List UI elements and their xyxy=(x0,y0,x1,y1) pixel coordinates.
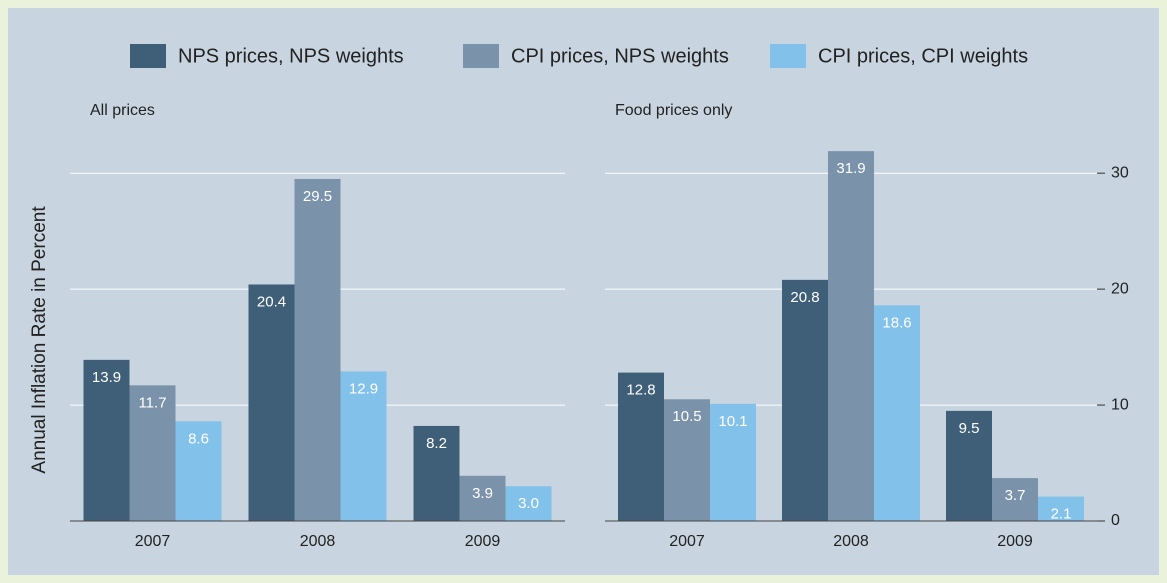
value-label: 3.9 xyxy=(472,485,493,502)
chart-title: All prices xyxy=(90,102,155,119)
value-label: 18.6 xyxy=(882,314,911,331)
legend-label: CPI prices, CPI weights xyxy=(818,45,1028,67)
bar xyxy=(340,371,387,521)
bar xyxy=(828,151,874,522)
legend-swatch xyxy=(463,44,499,68)
x-tick-label: 2008 xyxy=(300,533,336,550)
bar xyxy=(782,279,828,521)
bar xyxy=(294,178,341,521)
bar xyxy=(505,486,552,521)
bar xyxy=(664,399,710,521)
bar xyxy=(618,372,664,521)
x-tick-label: 2008 xyxy=(833,533,869,550)
bar xyxy=(129,385,176,521)
y-tick-label: 10 xyxy=(1111,396,1129,413)
bar xyxy=(710,403,756,521)
chart-title: Food prices only xyxy=(615,102,732,119)
bar xyxy=(946,410,992,521)
value-label: 12.9 xyxy=(349,380,378,397)
value-label: 8.6 xyxy=(188,430,209,447)
x-tick-label: 2009 xyxy=(997,533,1033,550)
bar xyxy=(175,421,222,521)
x-tick-label: 2007 xyxy=(669,533,705,550)
value-label: 10.5 xyxy=(672,408,701,425)
bar xyxy=(992,478,1038,521)
x-tick-label: 2007 xyxy=(135,533,171,550)
legend-swatch xyxy=(130,44,166,68)
bar xyxy=(248,284,295,521)
bar xyxy=(413,425,460,521)
value-label: 3.7 xyxy=(1005,487,1026,504)
value-label: 13.9 xyxy=(92,369,121,386)
value-label: 11.7 xyxy=(138,394,166,411)
value-label: 9.5 xyxy=(959,420,980,437)
value-label: 20.4 xyxy=(257,293,286,310)
y-tick-label: 30 xyxy=(1111,164,1129,181)
value-label: 31.9 xyxy=(836,160,865,177)
legend-label: NPS prices, NPS weights xyxy=(178,45,404,67)
legend-label: CPI prices, NPS weights xyxy=(511,45,729,67)
legend-swatch xyxy=(770,44,806,68)
value-label: 8.2 xyxy=(426,435,447,452)
x-tick-label: 2009 xyxy=(465,533,501,550)
value-label: 29.5 xyxy=(303,188,332,205)
y-tick-label: 0 xyxy=(1111,512,1120,529)
bar xyxy=(83,359,130,521)
value-label: 10.1 xyxy=(718,413,747,430)
bar xyxy=(874,305,920,521)
y-axis-label: Annual Inflation Rate in Percent xyxy=(29,206,50,474)
bar xyxy=(459,475,506,521)
value-label: 3.0 xyxy=(518,495,539,512)
bar xyxy=(1038,496,1084,521)
value-label: 2.1 xyxy=(1051,506,1072,523)
value-label: 20.8 xyxy=(790,289,819,306)
value-label: 12.8 xyxy=(626,382,655,399)
y-tick-label: 20 xyxy=(1111,280,1129,297)
